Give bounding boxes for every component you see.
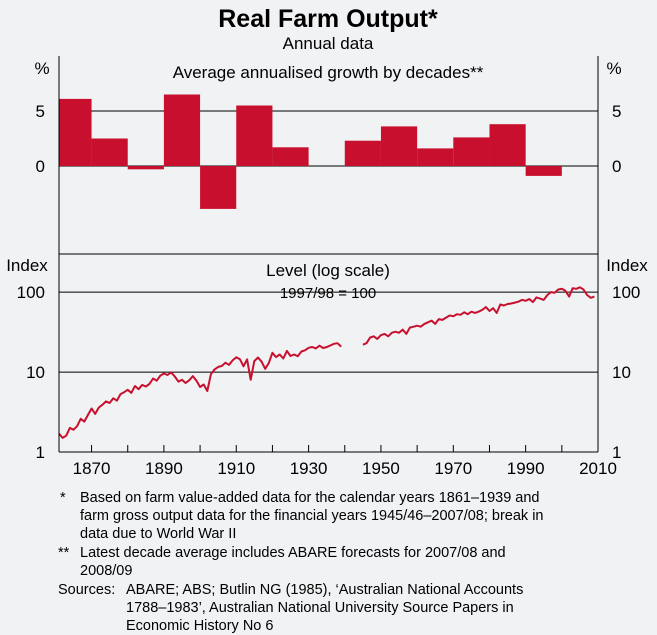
growth-bar-1870s xyxy=(91,138,128,166)
x-tick-label: 1970 xyxy=(434,459,472,478)
growth-bar-1890s xyxy=(163,94,201,166)
level-subtitle: 1997/98 = 100 xyxy=(280,285,376,302)
growth-ylabel-left: % xyxy=(34,59,49,78)
growth-bar-1910s xyxy=(236,105,273,166)
footnote-dstar-line-1: Latest decade average includes ABARE for… xyxy=(80,545,506,561)
level-tick-right: 100 xyxy=(612,283,640,302)
growth-bar-1880s xyxy=(127,166,164,170)
chart-subtitle: Annual data xyxy=(283,34,374,53)
footnote-star-mark: * xyxy=(60,490,66,506)
level-ylabel-right: Index xyxy=(606,256,648,275)
footnote-dstar-mark: ** xyxy=(58,545,70,561)
sources-line-1: ABARE; ABS; Butlin NG (1985), ‘Australia… xyxy=(126,582,524,598)
footnote-star-line-2: farm gross output data for the financial… xyxy=(80,508,544,524)
footnote-dstar-line-2: 2008/09 xyxy=(80,563,133,579)
growth-bar-1960s xyxy=(417,148,454,166)
level-line-1861-1939 xyxy=(58,342,342,439)
growth-panel: Average annualised growth by decades** %… xyxy=(34,56,622,255)
x-tick-label: 1990 xyxy=(507,459,545,478)
sources-line-2: 1788–1983’, Australian National Universi… xyxy=(126,600,514,616)
growth-bar-1950s xyxy=(380,126,418,166)
level-tick-right: 1 xyxy=(612,443,621,462)
level-tick-left: 10 xyxy=(26,363,45,382)
level-panel: Level (log scale) 1997/98 = 100 Index In… xyxy=(6,254,648,478)
growth-bar-1940s xyxy=(344,140,381,166)
growth-bar-1860s xyxy=(59,98,92,166)
growth-bar-1900s xyxy=(200,166,237,209)
x-tick-label: 1890 xyxy=(145,459,183,478)
level-tick-left: 100 xyxy=(17,283,45,302)
footnote-star-line-3: data due to World War II xyxy=(80,526,237,542)
growth-tick-left: 5 xyxy=(36,102,45,121)
growth-bar-1920s xyxy=(272,147,309,166)
chart-title: Real Farm Output* xyxy=(218,5,438,33)
x-tick-label: 1910 xyxy=(217,459,255,478)
growth-tick-left: 0 xyxy=(36,157,45,176)
sources-line-3: Economic History No 6 xyxy=(126,618,274,634)
footnote-star-line-1: Based on farm value-added data for the c… xyxy=(80,490,540,506)
growth-title: Average annualised growth by decades** xyxy=(173,63,484,82)
growth-ylabel-right: % xyxy=(606,59,621,78)
growth-bar-1970s xyxy=(453,137,490,166)
x-tick-label: 1930 xyxy=(290,459,328,478)
growth-tick-right: 0 xyxy=(612,157,621,176)
level-ylabel-left: Index xyxy=(6,256,48,275)
growth-bar-1980s xyxy=(489,124,526,166)
x-tick-label: 1870 xyxy=(73,459,111,478)
x-tick-label: 1950 xyxy=(362,459,400,478)
level-tick-left: 1 xyxy=(36,443,45,462)
growth-bar-1990s xyxy=(525,166,562,176)
sources-label: Sources: xyxy=(58,582,116,598)
level-tick-right: 10 xyxy=(612,363,631,382)
level-line-1945-2009 xyxy=(362,286,595,346)
level-title: Level (log scale) xyxy=(266,261,390,280)
x-tick-label: 2010 xyxy=(579,459,617,478)
growth-tick-right: 5 xyxy=(612,102,621,121)
